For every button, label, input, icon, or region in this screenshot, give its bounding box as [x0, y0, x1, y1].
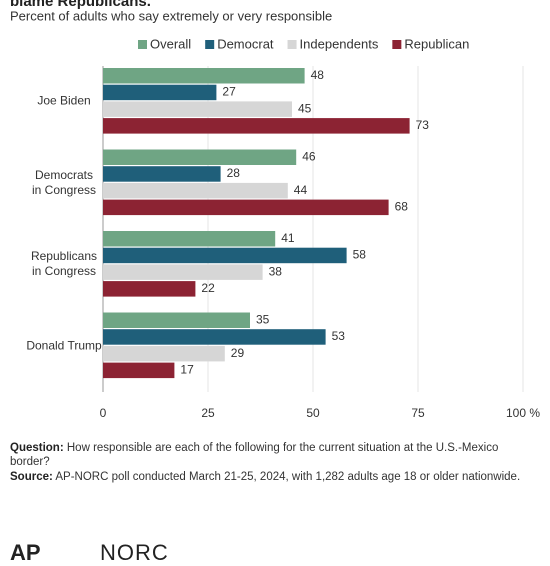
bar	[103, 199, 389, 216]
value-label: 17	[180, 363, 194, 377]
bar	[103, 281, 196, 297]
logo-ap: AP	[10, 540, 41, 565]
page: {"chart_data": {"type": "bar", "orientat…	[10, 0, 541, 565]
value-label: 44	[294, 183, 308, 197]
legend-label: Democrat	[217, 36, 274, 51]
bar	[103, 264, 263, 280]
value-label: 28	[227, 166, 241, 180]
source-text: AP-NORC poll conducted March 21-25, 2024…	[55, 471, 521, 483]
value-label: 45	[298, 101, 312, 115]
value-label: 29	[231, 346, 245, 360]
question-label: Question:	[10, 442, 64, 454]
x-tick-label: 75	[411, 406, 425, 420]
value-label: 27	[222, 85, 236, 99]
bar	[103, 345, 225, 362]
bar	[103, 247, 347, 264]
bar	[103, 166, 221, 182]
bar	[103, 312, 250, 328]
legend-swatch	[287, 40, 297, 49]
chart: blame Republicans. Percent of adults who…	[10, 0, 540, 420]
bar	[103, 362, 175, 379]
bar	[103, 182, 288, 199]
bar	[103, 84, 217, 101]
value-label: 58	[353, 248, 367, 262]
x-tick-label: 100 %	[506, 406, 540, 420]
legend-swatch	[138, 40, 147, 49]
question-text: How responsible are each of the followin…	[10, 442, 499, 468]
bar	[103, 118, 410, 134]
legend-label: Overall	[150, 36, 191, 51]
legend-label: Republican	[404, 36, 469, 51]
x-tick-label: 0	[100, 406, 107, 420]
value-label: 38	[269, 264, 283, 278]
y-tick-label: Democrats in Congress	[31, 167, 97, 197]
value-label: 35	[256, 312, 270, 326]
chart-subtitle: Percent of adults who say extremely or v…	[10, 8, 332, 23]
x-tick-label: 25	[201, 406, 215, 420]
y-tick-label: Joe Biden	[37, 93, 91, 108]
chart-title: blame Republicans.	[10, 0, 151, 10]
bar	[103, 231, 276, 247]
x-tick-label: 50	[306, 406, 320, 420]
logo-norc: NORC	[100, 540, 169, 565]
bar	[103, 101, 292, 117]
source-label: Source:	[10, 471, 53, 483]
value-label: 73	[416, 118, 430, 132]
legend-swatch	[205, 40, 215, 49]
bar	[103, 329, 326, 345]
value-label: 53	[332, 329, 346, 343]
bar	[103, 68, 305, 84]
source-note: Source: AP-NORC poll conducted March 21-…	[10, 470, 540, 484]
legend-swatch	[392, 40, 402, 49]
value-label: 68	[395, 200, 409, 214]
y-tick-label: Republicans in Congress	[30, 249, 98, 279]
question-note: Question: How responsible are each of th…	[10, 441, 540, 469]
value-label: 22	[201, 281, 215, 295]
value-label: 46	[302, 149, 316, 163]
value-label: 41	[281, 231, 295, 245]
y-tick-label: Donald Trump	[26, 338, 102, 353]
legend-label: Independents	[300, 36, 379, 51]
value-label: 48	[311, 68, 325, 82]
bar	[103, 149, 297, 165]
